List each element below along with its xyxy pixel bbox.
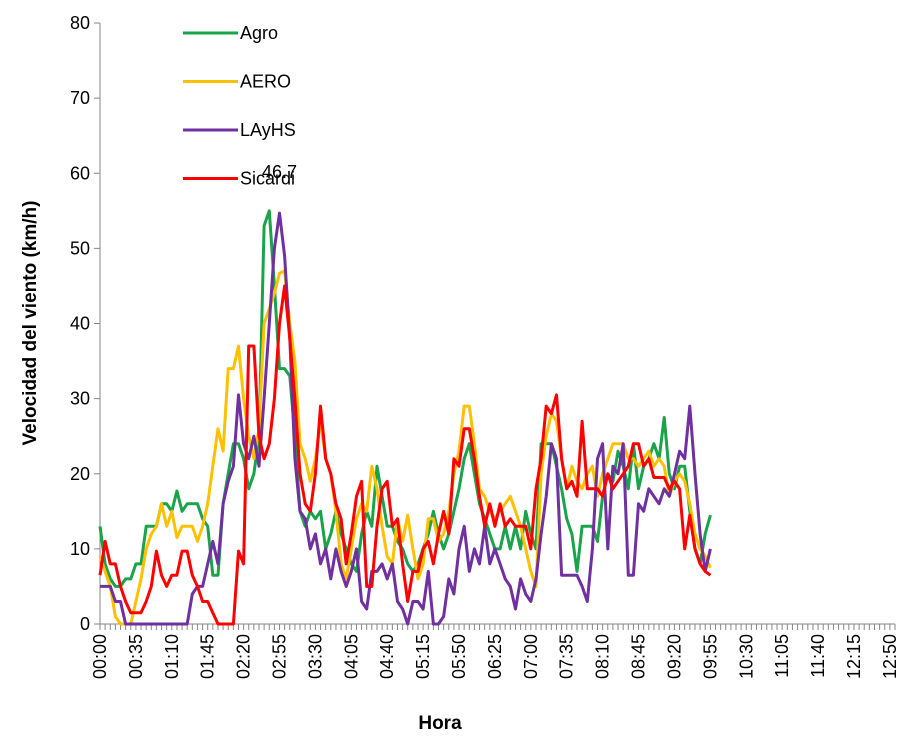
y-tick-label: 10	[70, 539, 90, 559]
series-line	[98, 284, 712, 626]
x-tick-label: 08:10	[593, 634, 613, 679]
x-tick-label: 00:35	[126, 634, 146, 679]
x-tick-label: 11:40	[808, 634, 828, 678]
x-tick-label: 11:05	[772, 634, 792, 678]
x-tick-label: 00:00	[90, 634, 110, 679]
y-axis-label: Velocidad del viento (km/h)	[20, 201, 41, 446]
x-tick-label: 10:30	[736, 634, 756, 679]
x-tick-label: 02:20	[234, 634, 254, 679]
x-tick-label: 12:15	[844, 634, 864, 679]
legend-label: Agro	[240, 23, 278, 43]
y-tick-label: 20	[70, 464, 90, 484]
x-tick-label: 08:45	[629, 634, 649, 679]
x-tick-label: 05:50	[449, 634, 469, 679]
x-tick-label: 09:20	[664, 634, 684, 679]
legend-label: Sicardi	[240, 169, 295, 189]
x-tick-label: 04:05	[341, 634, 361, 679]
x-tick-label: 04:40	[377, 634, 397, 679]
x-tick-label: 07:35	[557, 634, 577, 679]
y-tick-label: 50	[70, 238, 90, 258]
y-tick-label: 70	[70, 88, 90, 108]
x-tick-label: 05:15	[413, 634, 433, 679]
x-tick-label: 01:45	[198, 634, 218, 679]
x-tick-label: 06:25	[485, 634, 505, 679]
x-tick-label: 12:50	[880, 634, 900, 679]
y-tick-label: 0	[80, 614, 90, 634]
data-label: 46.7	[262, 162, 297, 182]
legend-label: AERO	[240, 72, 291, 92]
y-tick-label: 60	[70, 163, 90, 183]
series-line	[98, 269, 712, 626]
x-tick-label: 03:30	[305, 634, 325, 679]
series-line	[100, 211, 712, 626]
y-tick-label: 40	[70, 314, 90, 334]
legend-label: LAyHS	[240, 120, 296, 140]
x-tick-label: 09:55	[700, 634, 720, 679]
y-tick-label: 80	[70, 13, 90, 33]
x-tick-label: 07:00	[521, 634, 541, 679]
x-tick-label: 01:10	[162, 634, 182, 679]
y-tick-label: 30	[70, 389, 90, 409]
x-axis-label: Hora	[418, 713, 462, 734]
x-tick-label: 02:55	[270, 634, 290, 679]
